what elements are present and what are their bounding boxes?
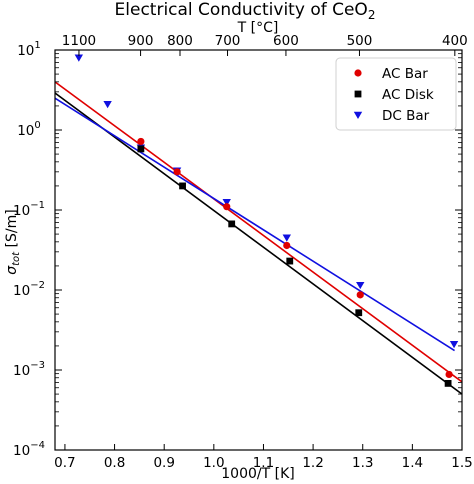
- chart-title: Electrical Conductivity of CeO2: [115, 0, 376, 22]
- y-axis-label-symbol: σ: [4, 265, 20, 275]
- x-tick-label-5: 1.2: [302, 455, 323, 471]
- legend-marker-1: [354, 90, 362, 98]
- point-1-0: [137, 145, 145, 153]
- point-0-0: [137, 137, 145, 146]
- point-2-5: [282, 234, 291, 242]
- y-axis-label-unit: [S/m]: [4, 209, 20, 252]
- y-tick-label-2: 10−1: [13, 200, 45, 219]
- y-tick-label-base-5: 10: [13, 443, 30, 459]
- point-1-5: [444, 379, 452, 387]
- top-tick-label-2: 800: [167, 33, 193, 49]
- top-tick-label-3: 700: [215, 33, 241, 49]
- legend-label-1: AC Disk: [382, 87, 434, 103]
- chart-title-subscript: 2: [368, 8, 376, 22]
- y-tick-label-exp-4: −3: [30, 360, 45, 371]
- top-tick-label-1: 900: [128, 33, 154, 49]
- point-0-1: [173, 168, 181, 176]
- fit-line-2: [55, 97, 455, 352]
- y-tick-label-1: 100: [17, 120, 41, 139]
- top-tick-label-6: 400: [442, 33, 468, 49]
- legend-label-2: DC Bar: [382, 108, 430, 124]
- y-axis-label-subscript: tot: [11, 251, 22, 266]
- y-tick-label-exp-5: −4: [30, 440, 45, 451]
- legend-label-0: AC Bar: [382, 66, 428, 82]
- x-tick-label-4: 1.1: [253, 455, 274, 471]
- top-tick-label-0: 1100: [62, 33, 96, 49]
- top-axis-label: T [°C]: [237, 20, 279, 36]
- x-axis-label: 1000/T [K]: [221, 466, 294, 482]
- x-tick-label-7: 1.4: [402, 455, 423, 471]
- point-2-6: [356, 281, 365, 290]
- fit-line-0: [55, 81, 462, 383]
- x-tick-label-2: 0.9: [153, 455, 174, 471]
- point-2-4: [222, 199, 231, 207]
- y-tick-label-exp-0: 1: [34, 40, 40, 51]
- point-0-2: [223, 203, 231, 211]
- y-tick-label-5: 10−4: [13, 440, 45, 459]
- x-tick-label-8: 1.5: [451, 455, 472, 471]
- fit-line-1: [55, 92, 462, 395]
- y-tick-label-exp-1: 0: [34, 120, 40, 131]
- y-tick-label-base-0: 10: [17, 43, 34, 59]
- point-1-3: [286, 257, 294, 265]
- point-2-0: [74, 54, 84, 62]
- y-tick-label-3: 10−2: [13, 280, 45, 299]
- point-1-4: [355, 309, 363, 317]
- legend-marker-2: [353, 111, 363, 119]
- point-2-1: [103, 101, 112, 109]
- legend: AC Bar AC Disk DC Bar: [335, 57, 457, 131]
- y-axis-label: σtot [S/m]: [4, 209, 22, 274]
- chart-title-main: Electrical Conductivity of CeO: [115, 0, 368, 20]
- y-tick-label-4: 10−3: [13, 360, 45, 379]
- point-1-2: [228, 220, 236, 228]
- plot-area: [55, 54, 462, 395]
- x-tick-label-3: 1.0: [203, 455, 224, 471]
- y-tick-label-base-3: 10: [13, 283, 30, 299]
- y-tick-label-exp-3: −2: [30, 280, 45, 291]
- x-tick-label-1: 0.8: [104, 455, 125, 471]
- point-1-1: [179, 182, 186, 190]
- y-tick-label-base-4: 10: [13, 363, 30, 379]
- y-tick-label-0: 101: [17, 40, 41, 59]
- top-tick-label-4: 600: [273, 33, 299, 49]
- point-0-3: [283, 241, 291, 250]
- top-tick-label-5: 500: [347, 33, 373, 49]
- legend-marker-0: [354, 69, 362, 77]
- y-tick-label-base-1: 10: [17, 123, 34, 139]
- x-tick-label-6: 1.3: [352, 455, 373, 471]
- point-0-5: [445, 370, 453, 379]
- point-0-4: [356, 291, 364, 299]
- legend-box: [335, 57, 457, 131]
- y-tick-label-exp-2: −1: [30, 200, 45, 211]
- x-tick-label-0: 0.7: [54, 455, 75, 471]
- y-tick-label-base-2: 10: [13, 203, 30, 219]
- point-2-7: [449, 341, 459, 349]
- plot-frame: [54, 49, 463, 451]
